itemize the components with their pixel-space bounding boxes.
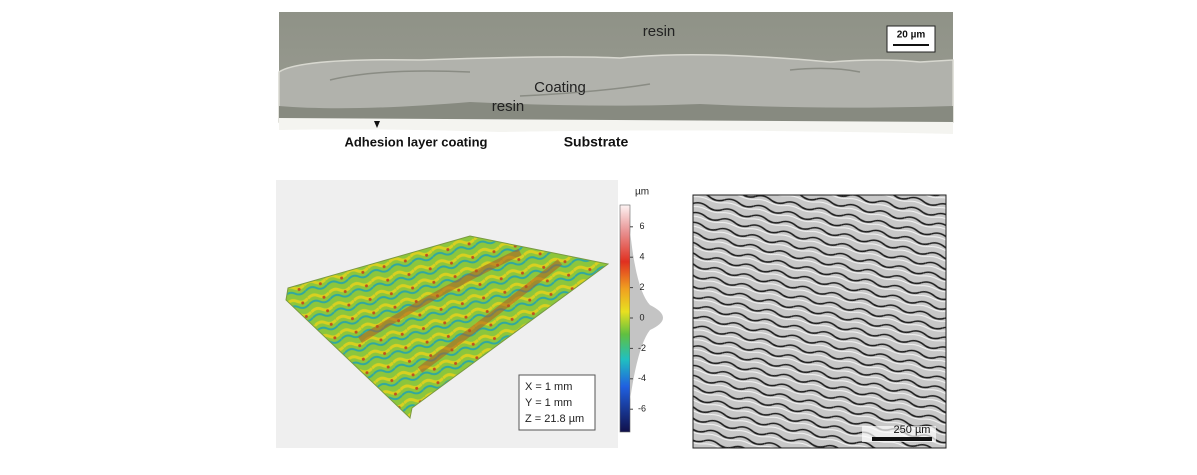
figure: resin 20 µm Coating resin Adhesion layer… [0,0,1197,470]
colorbar [620,205,630,432]
colorbar-tick-label: 6 [639,221,644,231]
colorbar-tick-label: 0 [639,312,644,322]
colorbar-tick-label: -6 [638,404,646,414]
scale-bar [872,437,932,441]
dimension-label: Y = 1 mm [525,397,572,409]
label-substrate: Substrate [564,134,629,150]
label-resin: resin [643,23,676,40]
label-adhesion: Adhesion layer coating [344,134,487,149]
dimension-label: Z = 21.8 µm [525,413,584,425]
colorbar-tick-label: -4 [638,373,646,383]
colorbar-tick-label: -2 [638,343,646,353]
height-histogram [630,230,663,400]
micrograph: resin 20 µm Coating resin Adhesion layer… [279,12,953,150]
shaded-image: 250 µm [693,195,946,448]
label-coating: Coating [534,79,586,96]
topography: X = 1 mm Y = 1 mm Z = 21.8 µm µm 6 4 2 0 -2 -4 -… [276,180,663,448]
scale-bar-label: 20 µm [897,30,926,41]
shaded-surface [693,195,946,448]
colorbar-unit: µm [635,187,649,198]
scale-bar-label: 250 µm [894,424,931,436]
label-resin: resin [492,98,525,115]
colorbar-tick-label: 4 [639,252,644,262]
dimension-label: X = 1 mm [525,381,572,393]
colorbar-tick-label: 2 [639,282,644,292]
